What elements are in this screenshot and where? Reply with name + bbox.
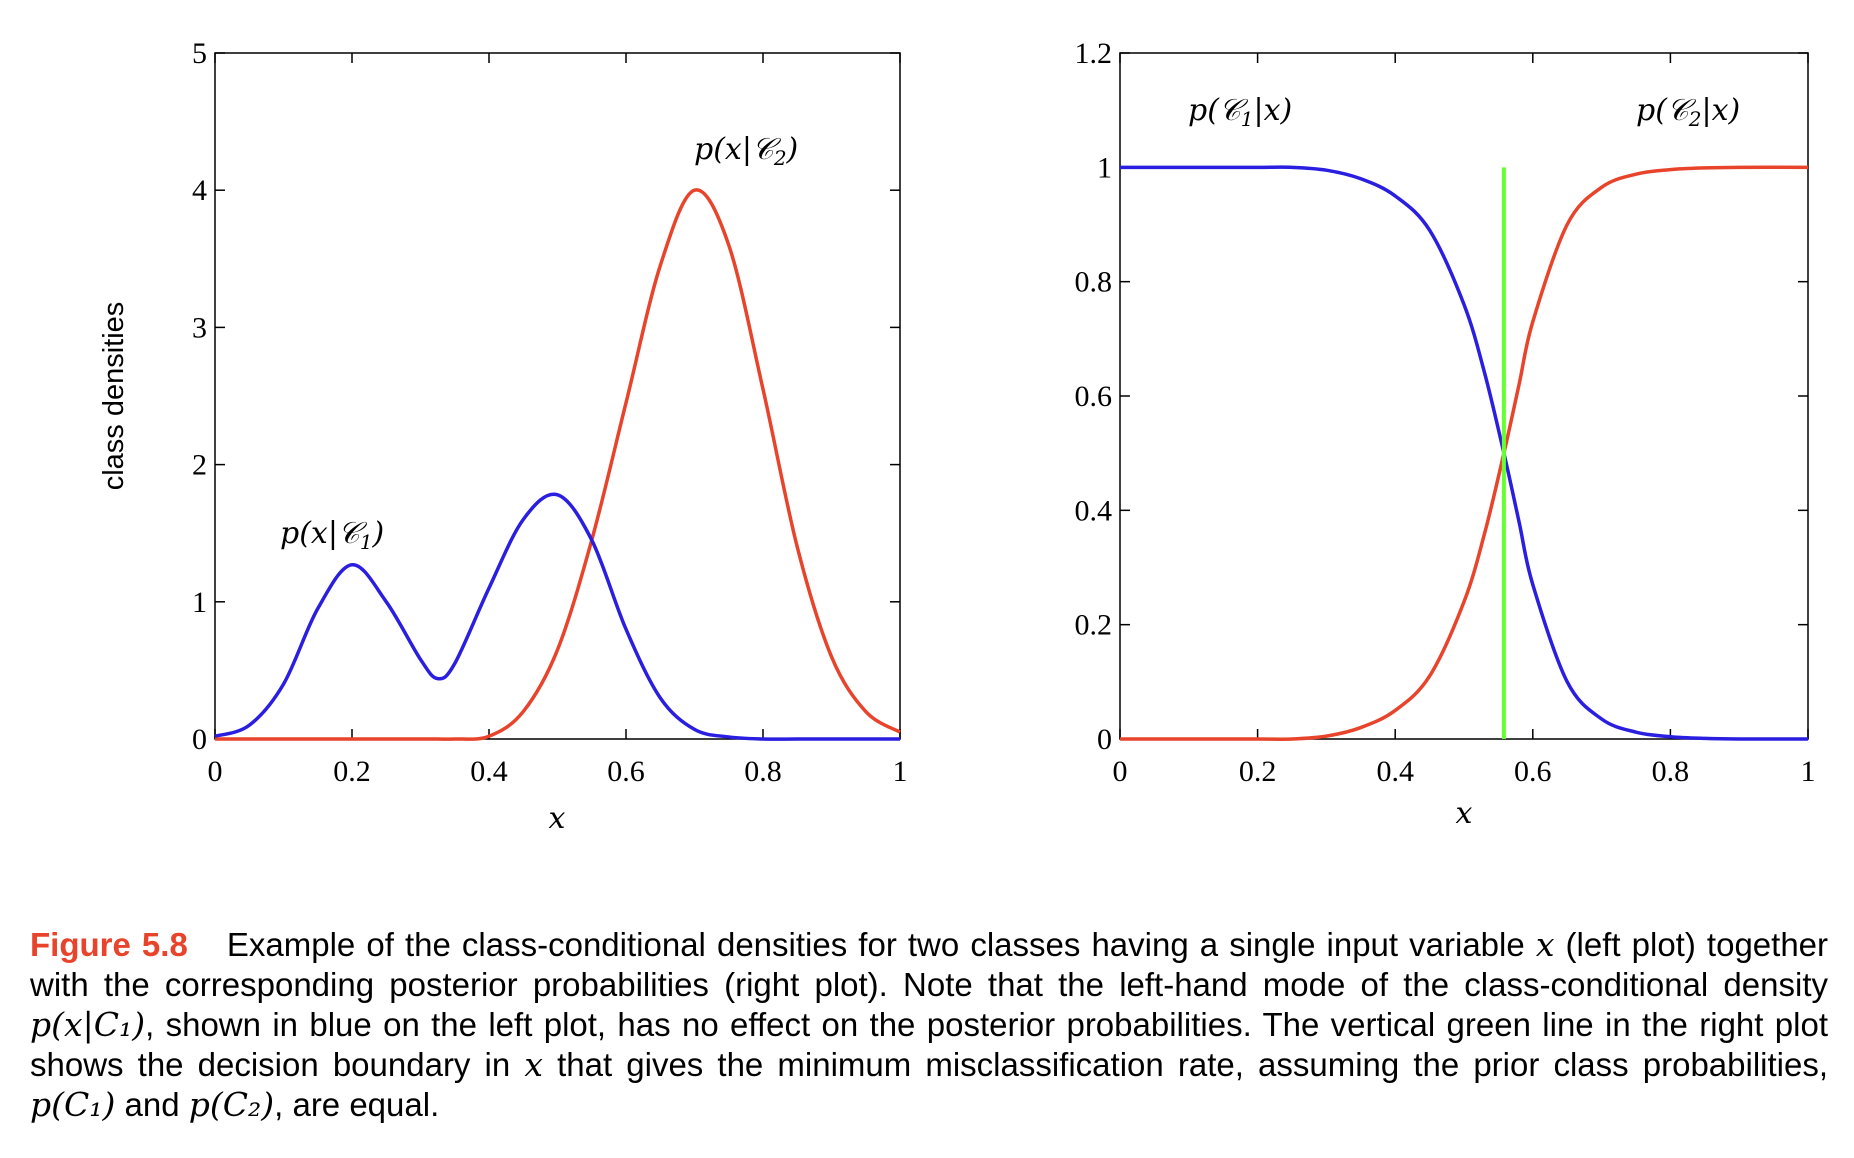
left-ylabel: class densities (98, 302, 130, 491)
right-xtick-label: 1 (1801, 755, 1816, 788)
left-xtick-label: 0.2 (333, 755, 371, 788)
right-series-2-line (1120, 165, 1809, 741)
left-xtick-label: 0.8 (744, 755, 782, 788)
left-xtick-label: 1 (893, 755, 908, 788)
right-xtick-label: 0 (1113, 755, 1128, 788)
right-annotation-c1: p(𝒞1|x) (1188, 93, 1292, 131)
left-annotation-c1: p(x|𝒞1) (280, 516, 384, 554)
right-chart: 0 0.2 0.4 0.6 0.8 1 0 0.2 0.4 0.6 0.8 1 1.2 x p(𝒞1|x… (1075, 37, 1816, 831)
figure-caption: Figure 5.8 Example of the class-conditio… (30, 925, 1828, 1125)
left-series-1-line (214, 492, 900, 741)
caption-text-1: Example of the class-conditional densiti… (226, 926, 1525, 963)
left-xtick-label: 0.6 (607, 755, 645, 788)
left-xtick-label: 0.4 (470, 755, 508, 788)
right-ytick-label: 1.2 (1075, 37, 1113, 70)
right-ytick-label: 0.2 (1075, 609, 1113, 642)
caption-pc2: p(C₂) (188, 1085, 275, 1124)
right-ticks: 0 0.2 0.4 0.6 0.8 1 0 0.2 0.4 0.6 0.8 1 1.2 (1075, 37, 1816, 788)
left-ytick-label: 1 (192, 586, 207, 619)
right-ytick-label: 0.6 (1075, 380, 1113, 413)
figure-charts: 0 0.2 0.4 0.6 0.8 1 0 1 2 3 4 5 x class densities p… (98, 37, 1816, 836)
right-xtick-label: 0.6 (1514, 755, 1552, 788)
right-xtick-label: 0.8 (1652, 755, 1690, 788)
right-curves (1119, 165, 1809, 741)
caption-var-x-2: x (524, 1045, 543, 1084)
left-ytick-label: 0 (192, 723, 207, 756)
caption-end: , are equal. (274, 1086, 440, 1123)
left-curves (214, 188, 901, 741)
caption-pc1: p(C₁) (30, 1085, 116, 1124)
right-xlabel: x (1456, 796, 1473, 831)
caption-var-x: x (1535, 925, 1555, 964)
caption-text-3: , shown in blue on the left plot, has no… (30, 1006, 1828, 1083)
caption-text-4: that gives the minimum misclassification… (557, 1046, 1829, 1083)
caption-text-2: (left plot) together with the correspond… (30, 926, 1829, 1003)
right-series-1-line (1119, 165, 1809, 741)
left-plot-frame (214, 52, 901, 740)
right-ytick-label: 0.4 (1075, 494, 1113, 527)
left-ytick-label: 4 (192, 174, 207, 207)
left-ticks: 0 0.2 0.4 0.6 0.8 1 0 1 2 3 4 5 (192, 37, 908, 788)
caption-label: Figure 5.8 (30, 926, 188, 963)
left-xtick-label: 0 (208, 755, 223, 788)
right-xtick-label: 0.4 (1376, 755, 1414, 788)
left-ytick-label: 2 (192, 449, 207, 482)
right-ytick-label: 1 (1097, 151, 1112, 184)
right-annotation-c2: p(𝒞2|x) (1636, 93, 1740, 131)
right-xtick-label: 0.2 (1239, 755, 1277, 788)
left-series-2-line (215, 188, 901, 741)
left-ytick-label: 5 (192, 37, 207, 70)
left-chart: 0 0.2 0.4 0.6 0.8 1 0 1 2 3 4 5 x class densities p… (98, 37, 908, 836)
right-ytick-label: 0.8 (1075, 266, 1113, 299)
caption-and: and (124, 1086, 180, 1123)
left-xlabel: x (549, 801, 566, 836)
right-ytick-label: 0 (1097, 723, 1112, 756)
left-annotation-c2: p(x|𝒞2) (694, 132, 798, 170)
left-ytick-label: 3 (192, 311, 207, 344)
right-plot-frame (1119, 52, 1809, 740)
caption-pxc1: p(x|C₁) (30, 1005, 146, 1044)
